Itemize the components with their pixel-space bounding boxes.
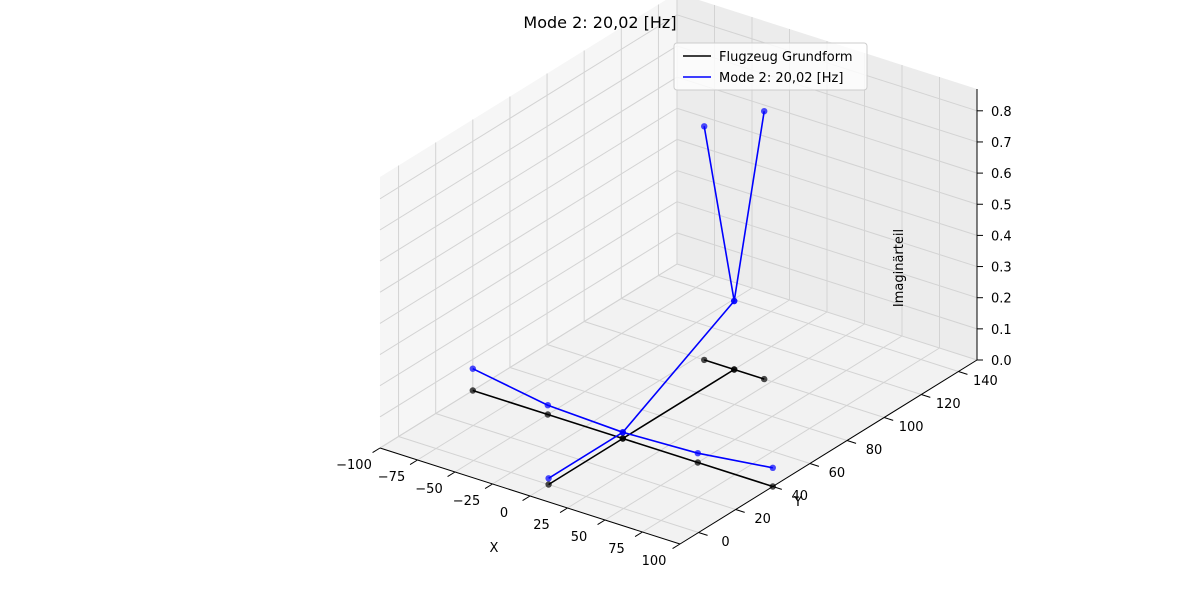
grid-line-z-back <box>676 170 978 268</box>
grid-line-z-back <box>676 201 978 299</box>
x-tick-mark <box>672 543 681 550</box>
x-tick-label: −75 <box>378 470 405 485</box>
data-point-base <box>544 411 551 418</box>
data-series <box>469 108 776 490</box>
grid-line-z-left <box>379 14 678 200</box>
y-tick-label: 20 <box>754 512 771 527</box>
grid-line-z-back <box>676 76 978 174</box>
grid-line-x-floor <box>454 287 753 473</box>
data-point-mode <box>545 475 552 482</box>
data-point-base <box>769 483 776 490</box>
chart-title: Mode 2: 20,02 [Hz] <box>523 13 676 32</box>
y-tick-mark <box>884 417 894 421</box>
data-point-mode <box>701 123 708 130</box>
z-tick-label: 0.1 <box>991 323 1012 338</box>
x-tick-mark <box>409 459 418 466</box>
grid-line-z-back <box>676 138 978 236</box>
legend-label-base: Flugzeug Grundform <box>719 50 853 65</box>
x-tick-mark <box>484 483 493 490</box>
x-tick-mark <box>634 531 643 538</box>
x-tick-label: 25 <box>533 518 550 533</box>
left-wall-pane <box>380 0 677 448</box>
y-tick-label: 80 <box>866 443 883 458</box>
grid-line-z-left <box>379 201 678 387</box>
legend: Flugzeug Grundform Mode 2: 20,02 [Hz] <box>673 42 868 91</box>
x-tick-mark <box>597 519 606 526</box>
legend-frame <box>673 42 868 91</box>
z-tick-label: 0.3 <box>991 261 1012 276</box>
y-tick-label: 100 <box>899 420 924 435</box>
data-point-mode <box>761 108 768 115</box>
grid-line-z-left <box>379 263 678 449</box>
grid-line-x-floor <box>567 323 865 509</box>
data-point-mode <box>544 402 551 409</box>
legend-label-mode: Mode 2: 20,02 [Hz] <box>719 71 843 86</box>
x-axis-label: X <box>490 541 499 556</box>
data-point-base <box>545 481 552 488</box>
data-point-mode <box>694 450 701 457</box>
data-point-base <box>761 375 768 383</box>
x-tick-mark <box>372 447 381 454</box>
data-point-base <box>694 459 701 466</box>
z-tick-label: 0.7 <box>991 136 1012 151</box>
grid-line-x-floor <box>492 299 790 485</box>
grid-line-z-back <box>676 107 978 205</box>
grid-line-y-floor <box>621 298 922 395</box>
grid-line-y-floor <box>658 275 959 372</box>
grid-line-x-floor <box>417 275 715 461</box>
grid-line-z-left <box>379 170 678 355</box>
z-tick-label: 0.4 <box>991 229 1012 244</box>
y-tick-mark <box>958 371 968 375</box>
z-tick-label: 0.5 <box>991 198 1012 213</box>
z-tick-label: 0.6 <box>991 167 1012 182</box>
grid-line-x-floor <box>604 335 903 521</box>
z-tick-label: 0.8 <box>991 105 1012 120</box>
x-tick-label: 50 <box>571 530 588 545</box>
x-tick-label: −100 <box>336 458 372 473</box>
z-tick-label: 0.2 <box>991 292 1012 307</box>
y-tick-label: 60 <box>829 466 846 481</box>
grid-line-z-left <box>379 232 678 418</box>
x-tick-mark <box>522 495 531 502</box>
grid-line-z-left <box>379 45 678 231</box>
grid-line-z-back <box>676 263 978 361</box>
grid-lines <box>379 0 978 545</box>
x-tick-label: −25 <box>453 494 480 509</box>
x-tick-mark <box>447 471 456 478</box>
grid-line-z-left <box>379 76 678 262</box>
z-axis-label: Imaginärteil <box>892 229 907 307</box>
z-tick-label: 0.0 <box>991 354 1012 369</box>
grid-line-x-floor <box>642 347 940 533</box>
data-point-mode <box>619 429 626 436</box>
x-tick-label: 75 <box>608 542 625 557</box>
y-axis-line <box>679 359 978 545</box>
x-tick-label: −50 <box>415 482 442 497</box>
y-tick-mark <box>735 509 745 513</box>
y-tick-mark <box>921 394 931 398</box>
grid-line-z-left <box>379 138 678 324</box>
y-tick-label: 40 <box>792 489 809 504</box>
y-tick-label: 140 <box>973 374 998 389</box>
data-point-base <box>731 366 738 373</box>
axes: −100 −75 −50 −25 0 25 50 75 100 0 20 40 60 80 100 120 14… <box>336 89 1012 569</box>
data-point-mode <box>731 297 738 305</box>
y-tick-label: 120 <box>936 397 961 412</box>
y-tick-label: 0 <box>721 535 729 550</box>
data-point-base <box>469 387 476 394</box>
data-point-mode <box>469 365 476 372</box>
grid-line-z-left <box>379 107 678 293</box>
y-tick-mark <box>698 532 708 536</box>
data-point-mode <box>769 464 776 471</box>
data-point-base <box>701 356 708 364</box>
x-tick-label: 100 <box>642 554 667 569</box>
grid-line-z-back <box>676 232 978 330</box>
y-axis-label: Y <box>793 495 802 510</box>
x-tick-label: 0 <box>500 506 508 521</box>
y-tick-mark <box>846 440 857 444</box>
x-tick-mark <box>559 507 568 514</box>
y-tick-mark <box>809 463 820 467</box>
data-point-base <box>619 435 626 442</box>
